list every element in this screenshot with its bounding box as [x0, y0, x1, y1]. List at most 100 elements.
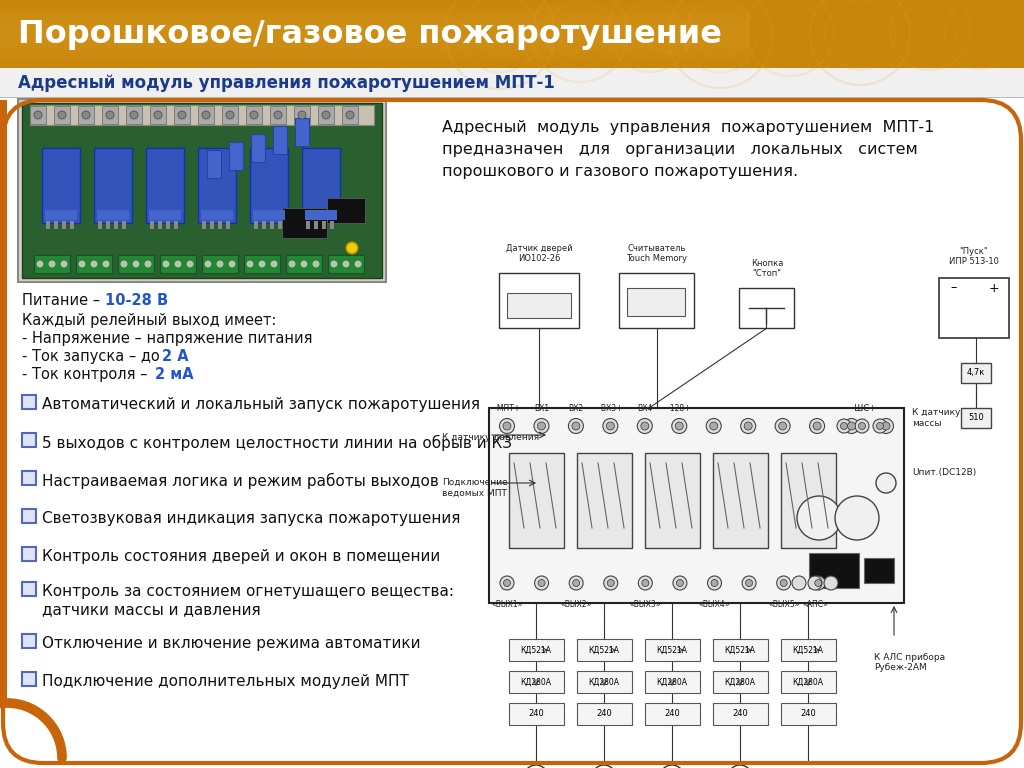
Circle shape [677, 580, 683, 587]
Bar [0, 2, 750, 3]
Text: Адресный  модуль  управления  пожаротушением  МПТ-1: Адресный модуль управления пожаротушение… [442, 120, 934, 135]
Circle shape [500, 419, 514, 433]
Bar [627, 288, 685, 316]
Circle shape [572, 422, 580, 430]
Circle shape [707, 419, 721, 433]
Text: Считыватель
Touch Memory: Считыватель Touch Memory [627, 243, 687, 263]
Circle shape [776, 576, 791, 590]
Bar [305, 210, 337, 220]
Circle shape [312, 260, 319, 268]
Text: - Ток запуска – до: - Ток запуска – до [22, 349, 165, 364]
Bar [0, 25, 750, 27]
Circle shape [524, 765, 548, 768]
Bar [0, 34, 750, 35]
Text: –: – [951, 282, 957, 294]
Circle shape [270, 260, 278, 268]
Bar [229, 142, 243, 170]
Circle shape [606, 422, 614, 430]
Bar [0, 7, 750, 8]
Circle shape [288, 260, 296, 268]
Text: «ВЫХ5»: «ВЫХ5» [768, 600, 800, 609]
Circle shape [672, 419, 687, 433]
Circle shape [660, 765, 684, 768]
Bar [8, 105, 1018, 758]
Text: 240: 240 [596, 710, 612, 719]
Bar [174, 221, 178, 229]
Bar [18, 99, 386, 282]
Text: КД280А: КД280А [589, 677, 620, 687]
Bar [0, 46, 750, 48]
Text: Питание –: Питание – [22, 293, 110, 308]
Text: 2 мА: 2 мА [155, 367, 194, 382]
Bar [294, 106, 310, 124]
Circle shape [82, 111, 90, 119]
Circle shape [637, 419, 652, 433]
Circle shape [216, 260, 224, 268]
Bar [202, 221, 206, 229]
Bar [713, 639, 768, 661]
Bar [30, 105, 374, 125]
Circle shape [775, 419, 791, 433]
Text: 240: 240 [800, 710, 816, 719]
Circle shape [808, 576, 822, 590]
Circle shape [728, 765, 752, 768]
Circle shape [132, 260, 140, 268]
Bar [0, 56, 750, 58]
Bar [76, 255, 112, 273]
Bar [198, 106, 214, 124]
Circle shape [78, 260, 86, 268]
Bar [22, 509, 36, 523]
Text: Кнопка
"Стоп": Кнопка "Стоп" [751, 259, 783, 278]
Bar [0, 55, 750, 56]
Text: К АЛС прибора
Рубеж-2АМ: К АЛС прибора Рубеж-2АМ [874, 653, 945, 673]
Text: "Пуск"
ИПР 513-10: "Пуск" ИПР 513-10 [949, 247, 999, 266]
Bar [114, 221, 118, 229]
Bar [327, 198, 365, 223]
Bar [98, 221, 102, 229]
Circle shape [855, 419, 869, 433]
Bar [45, 210, 77, 220]
Circle shape [604, 576, 617, 590]
Bar [22, 103, 382, 278]
Text: «ВЫХ3»: «ВЫХ3» [630, 600, 662, 609]
Bar [0, 65, 750, 66]
Bar [0, 10, 750, 12]
Bar [0, 31, 750, 32]
Bar [0, 21, 750, 22]
Bar [302, 148, 340, 223]
Bar [0, 35, 750, 38]
Bar [509, 671, 564, 693]
Bar [577, 453, 632, 548]
Circle shape [300, 260, 308, 268]
Bar [781, 639, 836, 661]
Circle shape [354, 260, 362, 268]
Circle shape [144, 260, 152, 268]
Bar [961, 408, 991, 428]
Bar [713, 453, 768, 548]
Bar [251, 134, 265, 162]
Bar [282, 208, 327, 238]
Text: КД521А: КД521А [725, 645, 756, 654]
Text: Подключение
ведомых МПТ: Подключение ведомых МПТ [442, 478, 508, 498]
Bar [577, 671, 632, 693]
Bar [22, 471, 36, 485]
Bar [207, 150, 221, 178]
Bar [0, 66, 750, 68]
Circle shape [780, 580, 787, 587]
Circle shape [202, 111, 210, 119]
Circle shape [638, 576, 652, 590]
Circle shape [675, 422, 683, 430]
Circle shape [504, 580, 511, 587]
Bar [0, 45, 750, 46]
Bar [0, 0, 1024, 68]
Bar [0, 0, 750, 2]
Bar [0, 32, 750, 34]
Circle shape [228, 260, 236, 268]
Text: 4,7к: 4,7к [967, 369, 985, 378]
Circle shape [876, 473, 896, 493]
Bar [94, 148, 132, 223]
Bar [0, 41, 750, 42]
Circle shape [130, 111, 138, 119]
Text: КД280А: КД280А [725, 677, 756, 687]
Bar [102, 106, 118, 124]
